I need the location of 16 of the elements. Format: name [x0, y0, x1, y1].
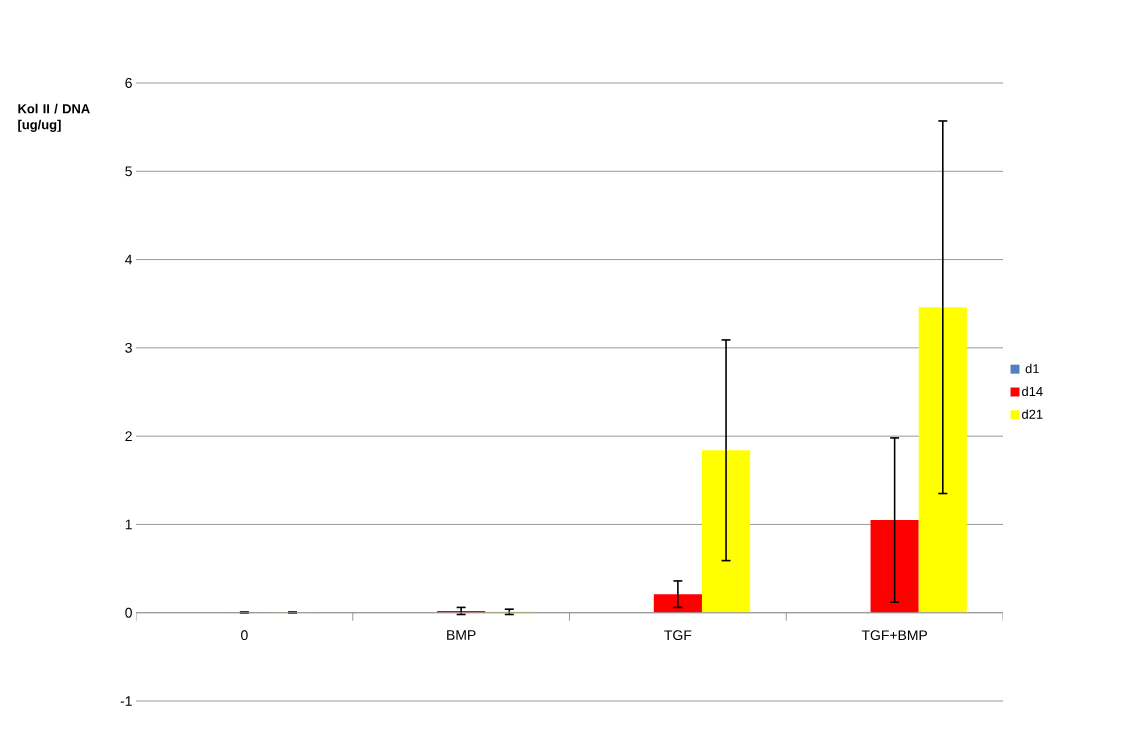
legend-label: d1 — [1025, 363, 1039, 374]
x-tick-label: TGF+BMP — [861, 630, 928, 641]
legend-label: d14 — [1022, 386, 1043, 397]
y-tick-label: 6 — [125, 78, 132, 88]
y-tick-label: 1 — [125, 519, 132, 530]
x-tick-label: 0 — [241, 630, 248, 641]
x-tick-label: TGF — [664, 630, 692, 641]
y-axis-title: Kol II / DNA [ug/ug] — [18, 103, 90, 132]
y-tick-label: 3 — [125, 342, 132, 353]
y-tick-label: 4 — [125, 254, 133, 265]
y-tick-label: -1 — [120, 696, 132, 706]
y-tick-label: 5 — [125, 166, 132, 177]
x-tick-label: BMP — [447, 630, 476, 640]
y-tick-label: 2 — [125, 431, 132, 442]
legend-label: d21 — [1022, 409, 1043, 419]
y-tick-label: 0 — [125, 607, 132, 618]
